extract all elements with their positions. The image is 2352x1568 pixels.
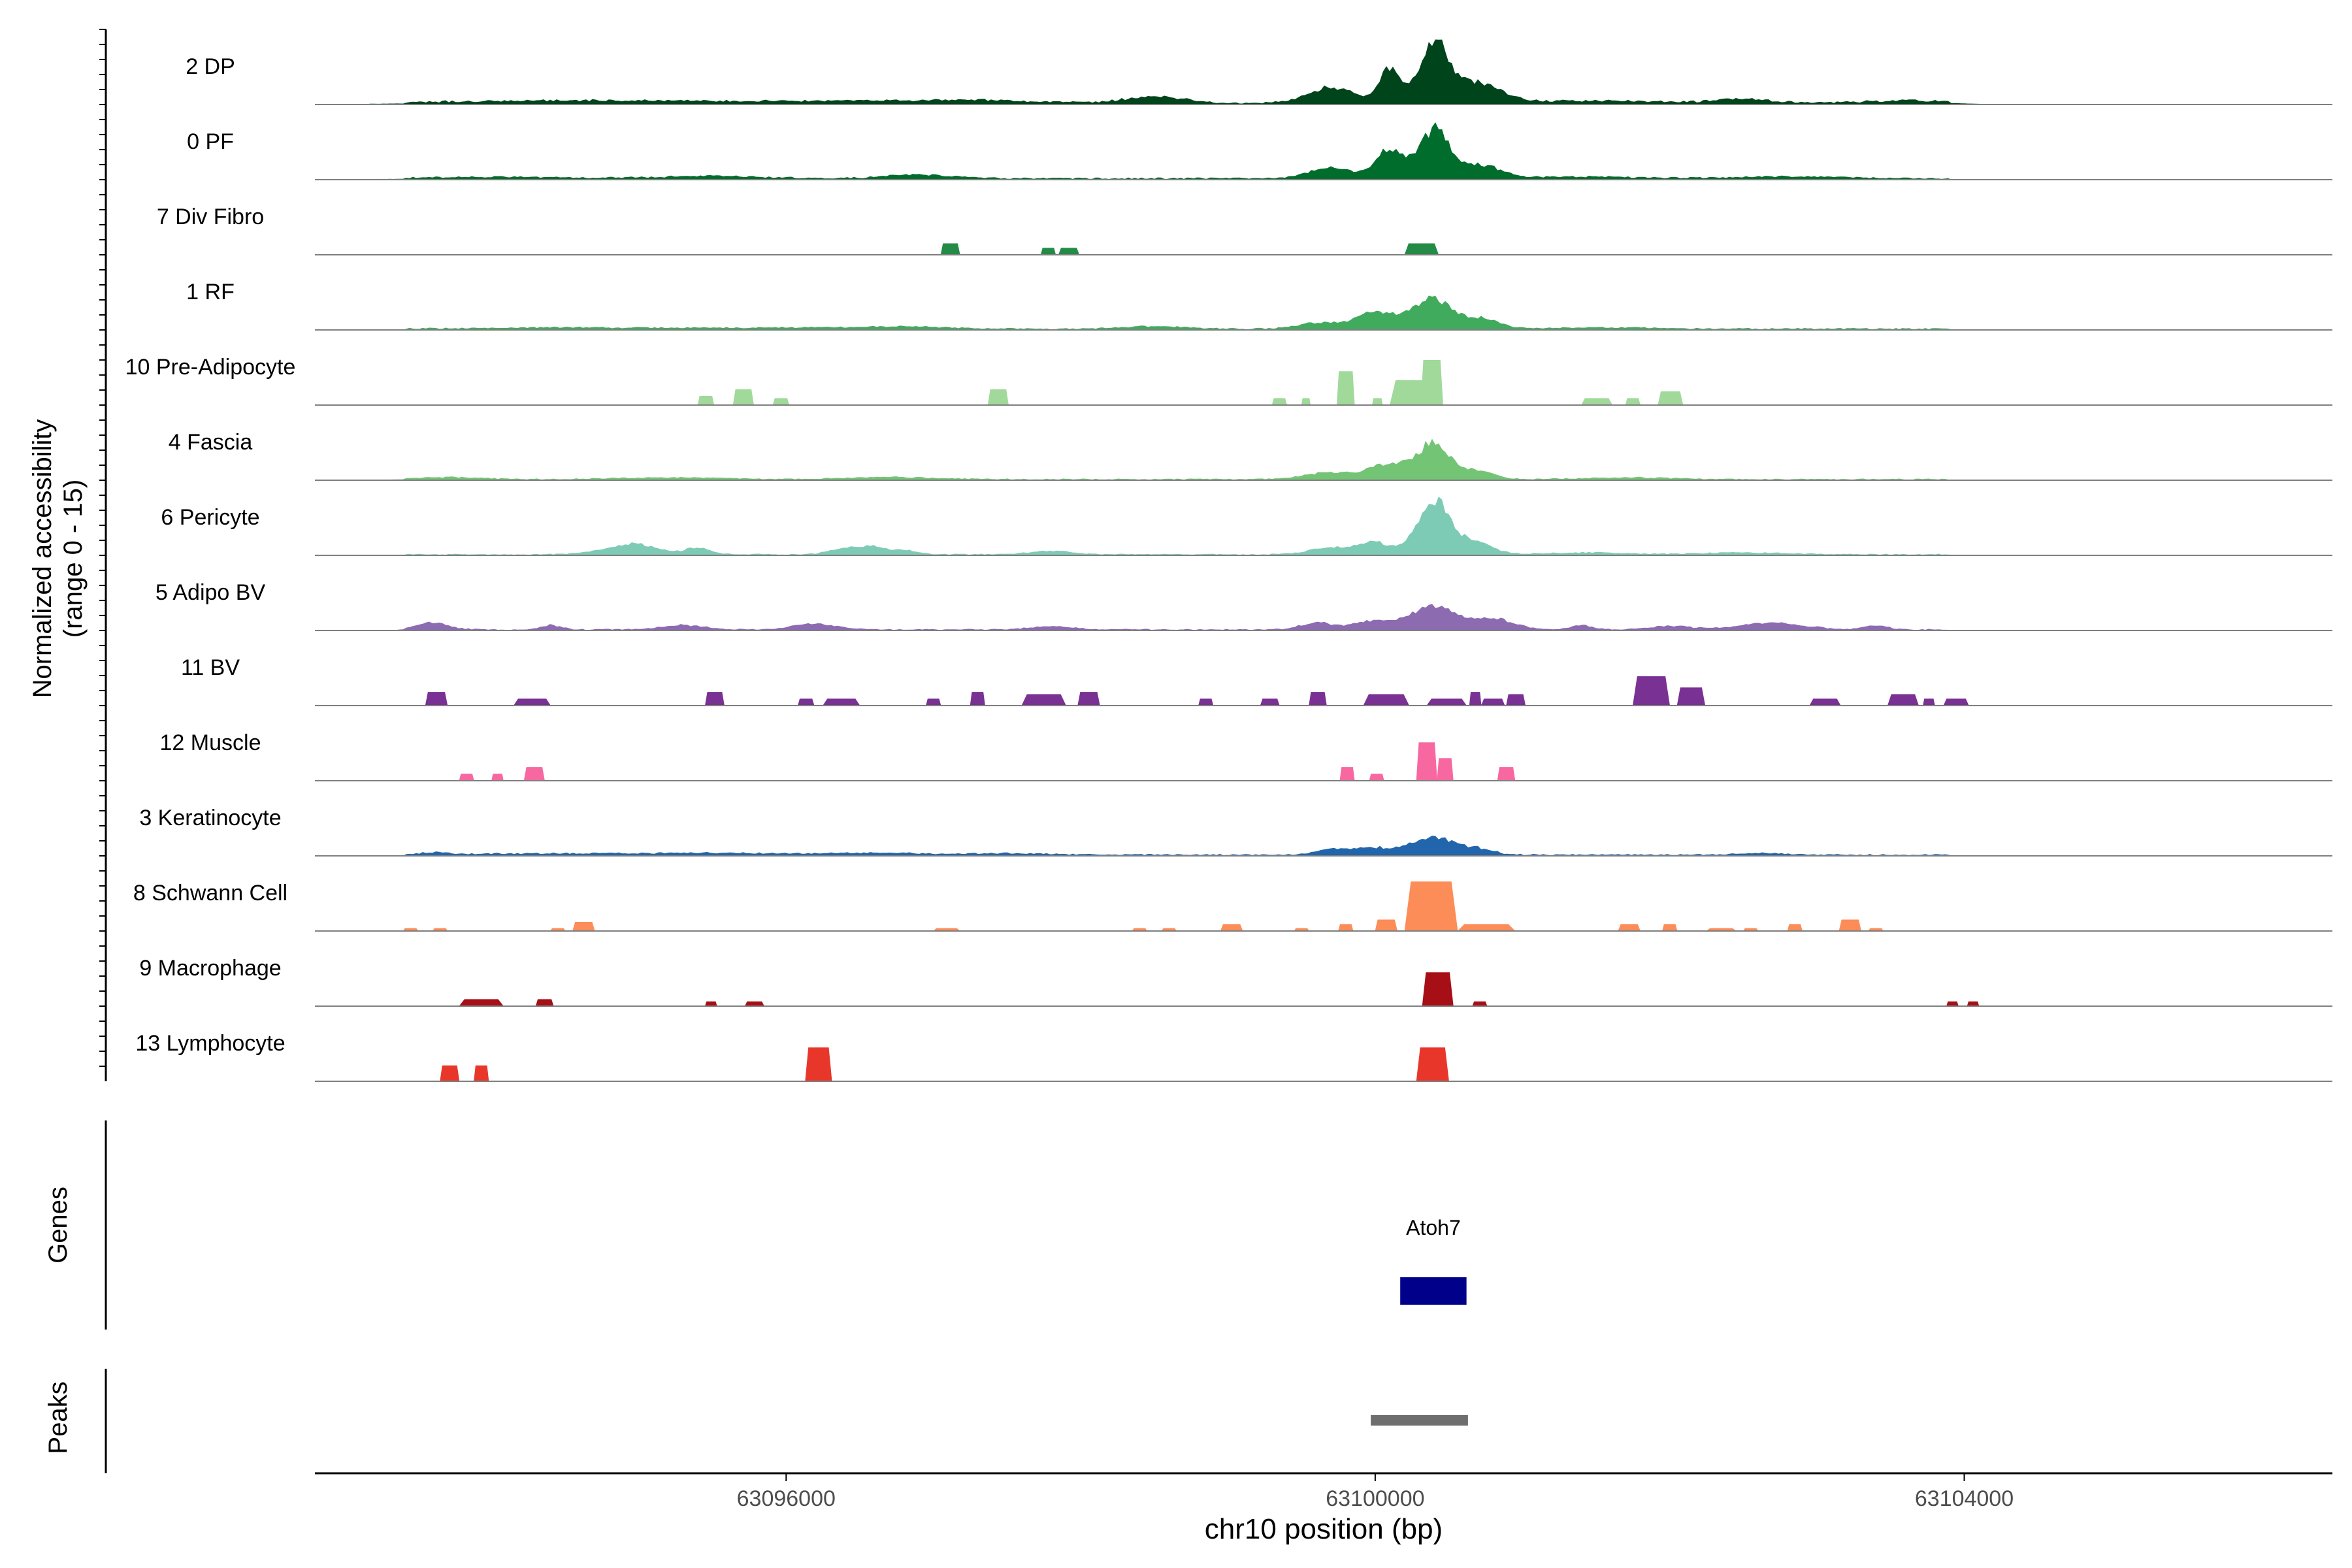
gene-track: Atoh7 bbox=[1400, 1216, 1467, 1305]
track-label-7-div-fibro: 7 Div Fibro bbox=[157, 204, 264, 229]
peak-region bbox=[1371, 1415, 1468, 1426]
track-label-10-pre-adipocyte: 10 Pre-Adipocyte bbox=[125, 355, 296, 380]
track-label-1-rf: 1 RF bbox=[186, 280, 235, 304]
track-label-9-macrophage: 9 Macrophage bbox=[139, 956, 281, 981]
coverage-area-10-pre-adipocyte bbox=[697, 360, 1684, 406]
x-axis-title: chr10 position (bp) bbox=[1205, 1513, 1443, 1545]
coverage-y-axis-ticks bbox=[99, 29, 106, 1067]
track-label-8-schwann-cell: 8 Schwann Cell bbox=[133, 881, 287, 906]
coverage-area-13-lymphocyte bbox=[440, 1047, 1449, 1082]
gene-body-atoh7 bbox=[1400, 1277, 1467, 1305]
x-tick-label: 63104000 bbox=[1915, 1486, 2014, 1511]
track-label-5-adipo-bv: 5 Adipo BV bbox=[155, 580, 266, 605]
genes-track-title: Genes bbox=[44, 1186, 73, 1264]
track-label-2-dp: 2 DP bbox=[186, 54, 235, 79]
track-labels: 2 DP 0 PF 7 Div Fibro 1 RF 10 Pre-Adipocyte 4… bbox=[125, 54, 296, 1056]
x-tick-label: 63100000 bbox=[1326, 1486, 1424, 1511]
coverage-tracks bbox=[315, 39, 2332, 1082]
peaks-track-title: Peaks bbox=[44, 1381, 73, 1454]
coverage-area-8-schwann-cell bbox=[402, 881, 1884, 932]
coverage-area-9-macrophage bbox=[459, 972, 1980, 1007]
track-label-13-lymphocyte: 13 Lymphocyte bbox=[135, 1031, 285, 1056]
coverage-area-12-muscle bbox=[459, 742, 1516, 781]
track-label-4-fascia: 4 Fascia bbox=[169, 430, 253, 455]
y-axis-title-line1: Normalized accessibility bbox=[28, 419, 57, 698]
track-label-3-keratinocyte: 3 Keratinocyte bbox=[139, 806, 281, 830]
x-tick-label: 63096000 bbox=[737, 1486, 836, 1511]
x-axis-ticks: 63096000 63100000 63104000 bbox=[737, 1473, 2014, 1511]
track-label-6-pericyte: 6 Pericyte bbox=[161, 505, 259, 530]
track-label-12-muscle: 12 Muscle bbox=[160, 730, 261, 755]
gene-label-atoh7: Atoh7 bbox=[1406, 1216, 1461, 1239]
coverage-area-7-div-fibro bbox=[940, 243, 1439, 255]
y-axis-title-line2: (range 0 - 15) bbox=[59, 480, 88, 638]
coverage-area-11-bv bbox=[425, 676, 1969, 706]
track-label-11-bv: 11 BV bbox=[181, 655, 240, 680]
peak-track bbox=[1371, 1415, 1468, 1426]
track-label-0-pf: 0 PF bbox=[187, 129, 234, 154]
